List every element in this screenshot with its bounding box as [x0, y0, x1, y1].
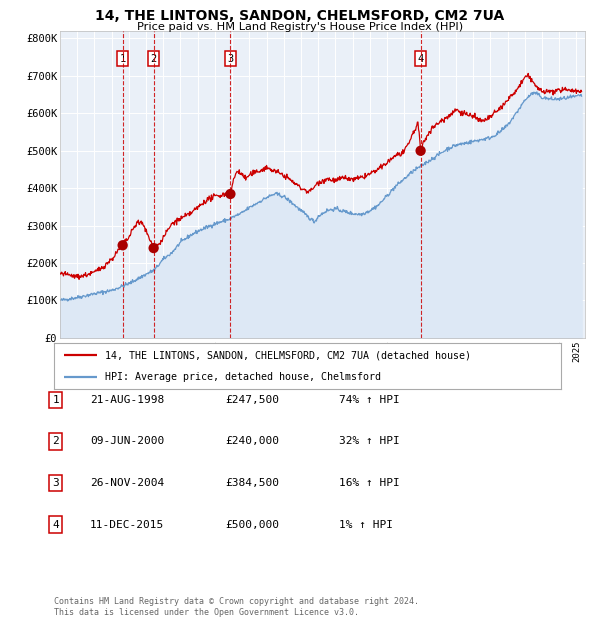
Text: £247,500: £247,500: [225, 395, 279, 405]
Text: £500,000: £500,000: [225, 520, 279, 529]
Text: 14, THE LINTONS, SANDON, CHELMSFORD, CM2 7UA: 14, THE LINTONS, SANDON, CHELMSFORD, CM2…: [95, 9, 505, 24]
Text: 74% ↑ HPI: 74% ↑ HPI: [339, 395, 400, 405]
Text: 1: 1: [119, 53, 126, 64]
Text: 11-DEC-2015: 11-DEC-2015: [90, 520, 164, 529]
Text: 4: 4: [52, 520, 59, 529]
Text: 3: 3: [227, 53, 233, 64]
Text: 2: 2: [52, 436, 59, 446]
Point: [226, 189, 235, 199]
Text: Price paid vs. HM Land Registry's House Price Index (HPI): Price paid vs. HM Land Registry's House …: [137, 22, 463, 32]
Point: [118, 241, 127, 250]
Text: 4: 4: [418, 53, 424, 64]
Text: 16% ↑ HPI: 16% ↑ HPI: [339, 478, 400, 488]
Text: 1: 1: [52, 395, 59, 405]
Text: 3: 3: [52, 478, 59, 488]
Point: [149, 243, 158, 253]
Text: 26-NOV-2004: 26-NOV-2004: [90, 478, 164, 488]
Point: [416, 146, 425, 156]
Text: Contains HM Land Registry data © Crown copyright and database right 2024.
This d: Contains HM Land Registry data © Crown c…: [54, 598, 419, 617]
Text: 2: 2: [151, 53, 157, 64]
Text: 09-JUN-2000: 09-JUN-2000: [90, 436, 164, 446]
Text: 14, THE LINTONS, SANDON, CHELMSFORD, CM2 7UA (detached house): 14, THE LINTONS, SANDON, CHELMSFORD, CM2…: [105, 350, 471, 360]
Text: 21-AUG-1998: 21-AUG-1998: [90, 395, 164, 405]
Text: £240,000: £240,000: [225, 436, 279, 446]
Text: 32% ↑ HPI: 32% ↑ HPI: [339, 436, 400, 446]
Text: 1% ↑ HPI: 1% ↑ HPI: [339, 520, 393, 529]
Text: £384,500: £384,500: [225, 478, 279, 488]
Text: HPI: Average price, detached house, Chelmsford: HPI: Average price, detached house, Chel…: [105, 372, 381, 382]
